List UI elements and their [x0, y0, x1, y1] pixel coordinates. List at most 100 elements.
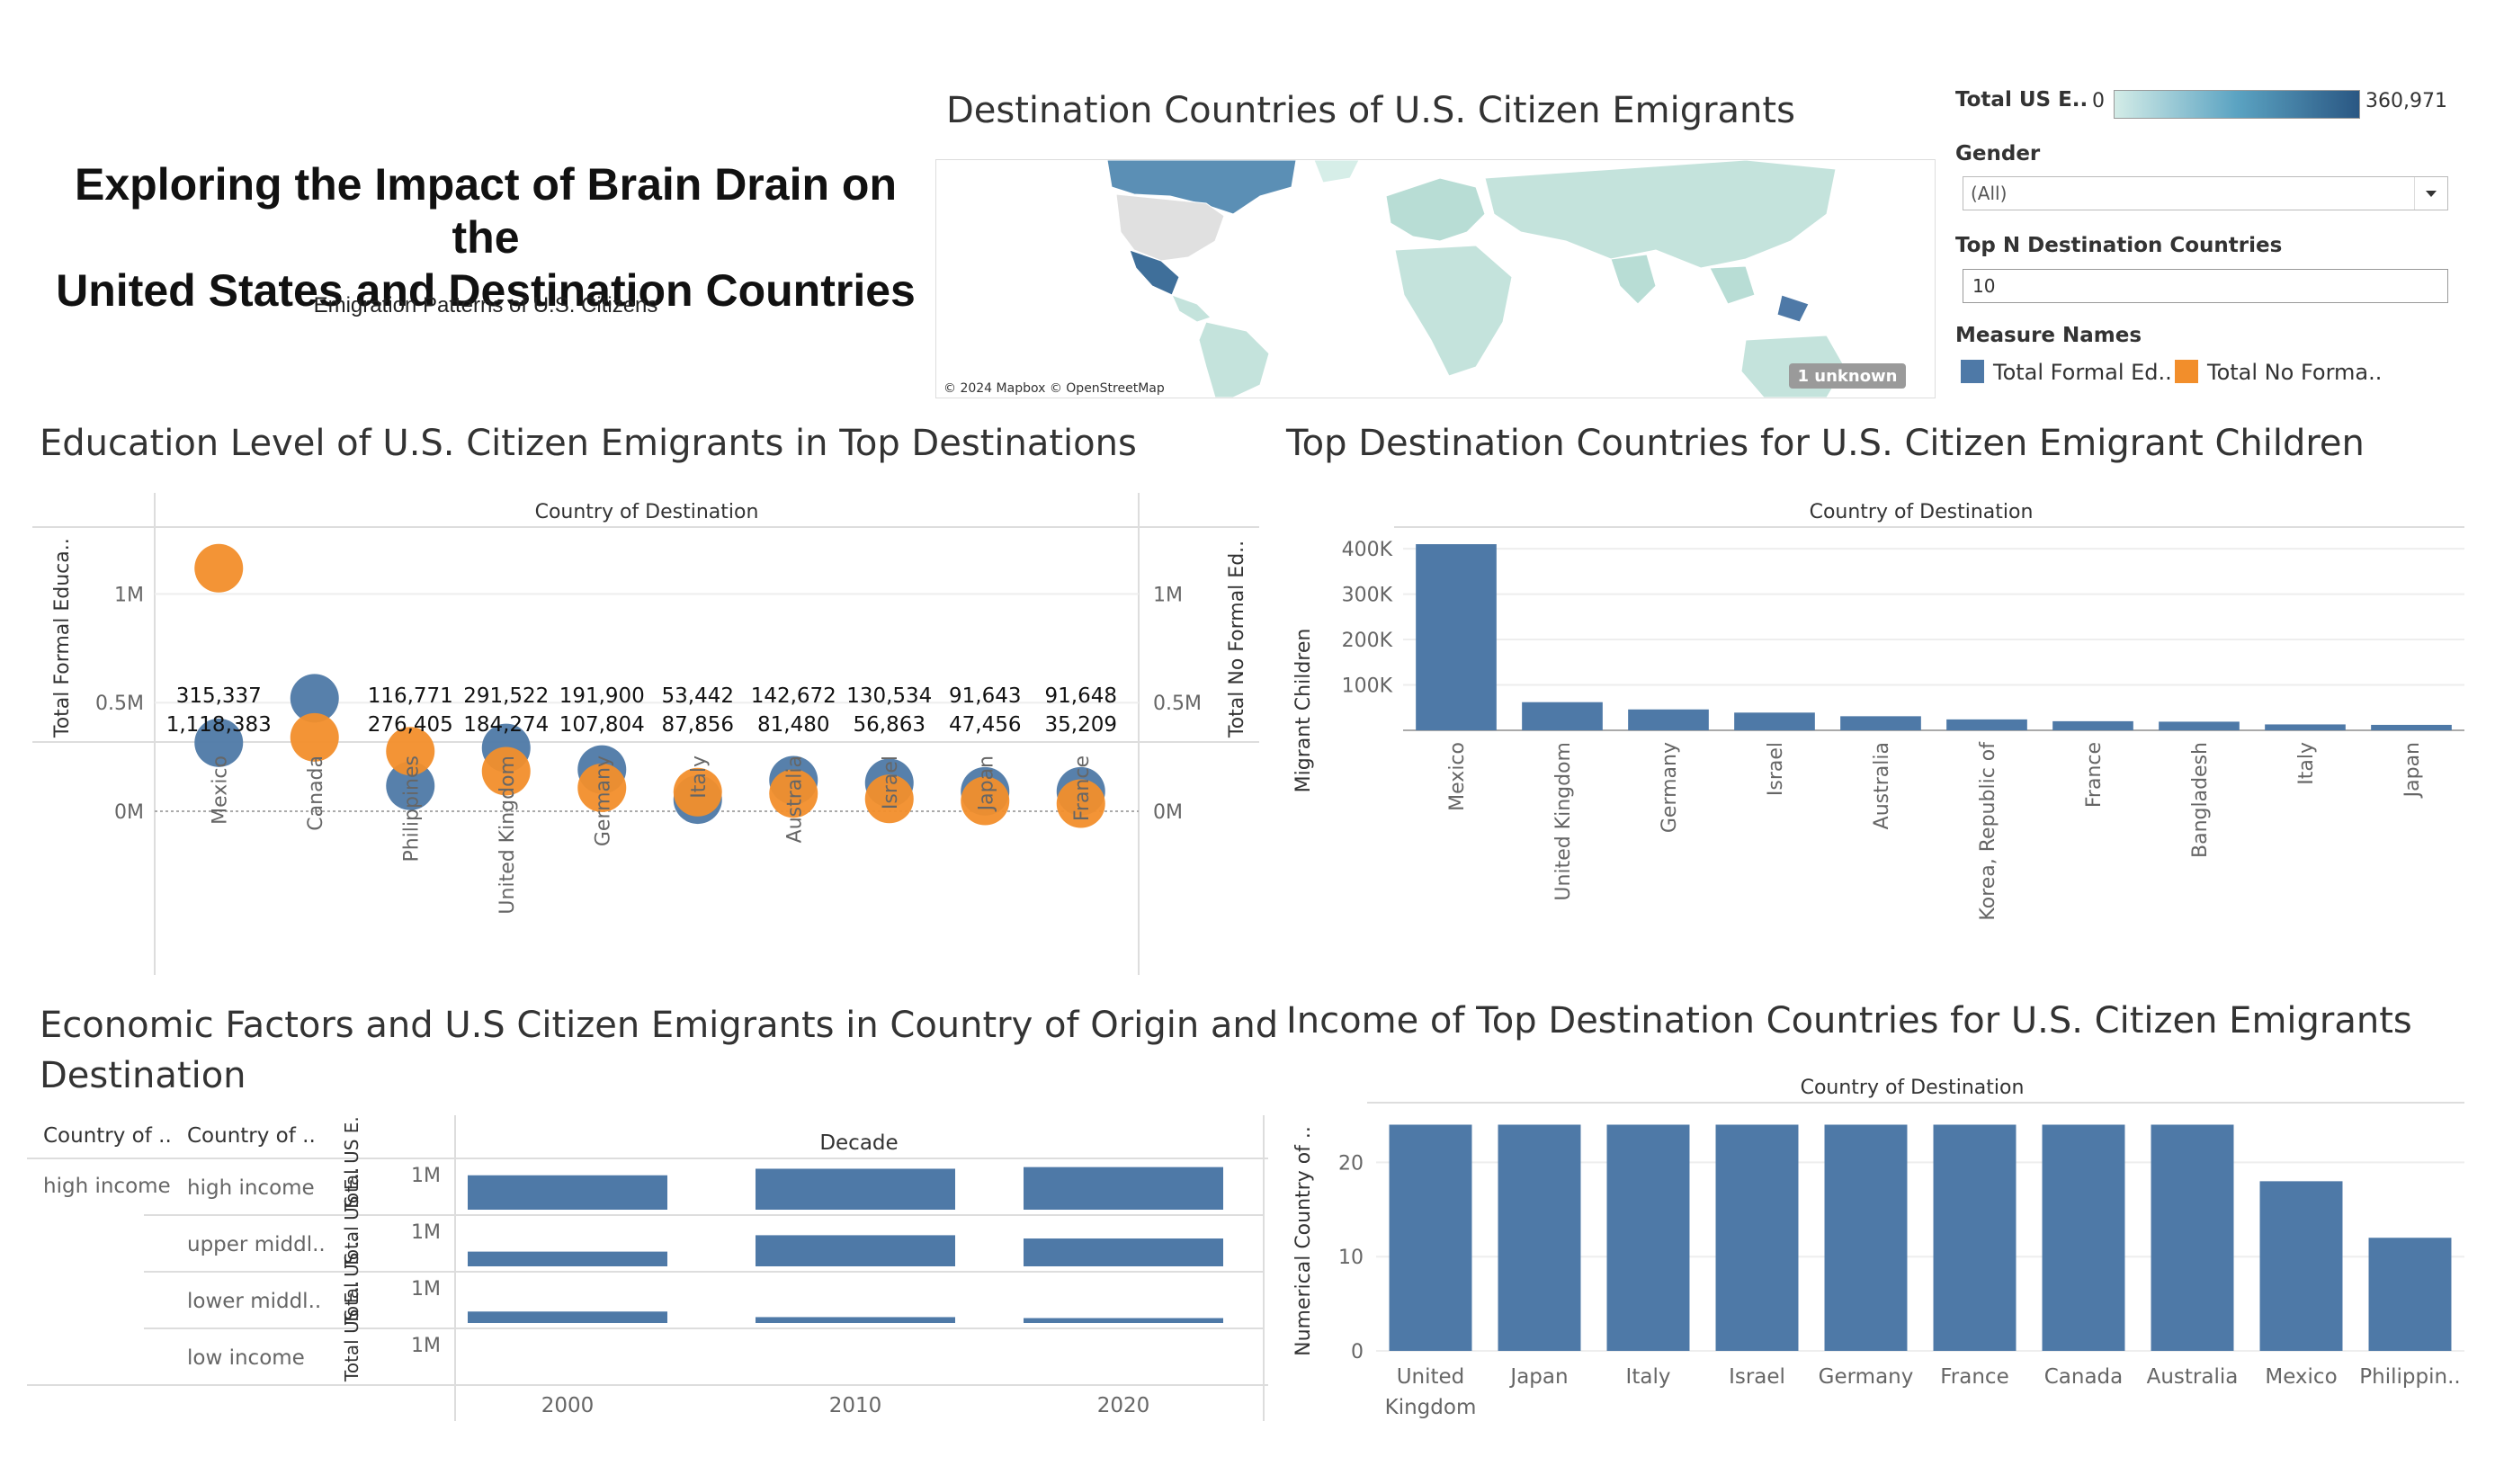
origin-income-cell: high income	[43, 1175, 171, 1198]
education-data-label-no-formal: 81,480	[757, 713, 829, 737]
map-attribution: © 2024 Mapbox © OpenStreetMap	[943, 381, 1165, 396]
income-bar	[1389, 1124, 1472, 1351]
children-bar	[2159, 721, 2240, 730]
choropleth-map[interactable]: © 2024 Mapbox © OpenStreetMap 1 unknown	[935, 159, 1936, 398]
children-bar	[1522, 702, 1603, 730]
education-category-label: Philippines	[400, 755, 423, 863]
income-y-tick: 0	[1351, 1341, 1364, 1363]
legend-swatch-formal[interactable]	[1961, 360, 1984, 383]
chevron-down-icon[interactable]	[2414, 177, 2447, 210]
economic-bar	[468, 1251, 667, 1266]
children-y-tick: 200K	[1342, 630, 1393, 652]
economic-col1-header: Country of ..	[43, 1124, 172, 1148]
income-category-label: Italy	[1626, 1365, 1671, 1389]
education-chart[interactable]: Country of Destination Total Formal Educ…	[0, 486, 1277, 989]
income-bar	[1933, 1124, 2017, 1351]
dashboard-title-line2: United States and Destination Countries	[56, 265, 916, 316]
income-y-tick: 10	[1338, 1247, 1364, 1269]
economic-bar	[1024, 1318, 1223, 1323]
legend-item-no-formal[interactable]: Total No Forma..	[2207, 360, 2383, 385]
education-category-label: Germany	[592, 755, 614, 846]
topn-input-value: 10	[1972, 275, 1996, 297]
children-category-label: Italy	[2295, 742, 2318, 785]
economic-bar	[1024, 1238, 1223, 1266]
children-category-label: Mexico	[1446, 742, 1469, 811]
education-data-label-formal: 191,900	[559, 684, 645, 708]
children-chart[interactable]: Country of Destination Migrant Children …	[1277, 486, 2482, 953]
education-category-label: Australia	[783, 755, 806, 843]
children-axis-title: Migrant Children	[1292, 629, 1315, 793]
education-point-no-formal	[194, 543, 244, 593]
color-legend-label: Total US E..	[1955, 88, 2088, 112]
economic-row-axis-title: Total US E..	[341, 1167, 362, 1269]
income-category-label: Germany	[1819, 1365, 1914, 1389]
decade-header: Decade	[819, 1131, 898, 1155]
education-right-tick: 1M	[1153, 584, 1183, 606]
education-right-tick: 0.5M	[1153, 693, 1202, 715]
education-point-formal	[386, 761, 435, 810]
education-data-label-no-formal: 276,405	[368, 713, 453, 737]
gender-dropdown-value: (All)	[1971, 183, 2008, 204]
children-bar	[2265, 724, 2346, 730]
children-category-label: Bangladesh	[2189, 742, 2212, 858]
children-category-label: France	[2083, 742, 2106, 808]
color-ramp	[2114, 90, 2360, 119]
children-category-label: Israel	[1765, 742, 1787, 796]
children-bar	[1734, 712, 1815, 730]
economic-row-label: low income	[187, 1346, 305, 1370]
income-y-tick: 20	[1338, 1152, 1364, 1175]
education-left-tick: 1M	[114, 584, 144, 606]
economic-row-tick: 1M	[411, 1335, 441, 1357]
income-bar	[1824, 1124, 1908, 1351]
income-axis-title: Numerical Country of ..	[1292, 1126, 1315, 1356]
economic-sheet-title: Economic Factors and U.S Citizen Emigran…	[40, 1000, 1278, 1101]
gender-dropdown[interactable]: (All)	[1963, 176, 2448, 210]
education-data-label-no-formal: 87,856	[662, 713, 734, 737]
education-left-tick: 0M	[114, 801, 144, 824]
income-bar	[1715, 1124, 1799, 1351]
education-left-axis-title: Total Formal Educa..	[51, 538, 74, 738]
legend-swatch-no-formal[interactable]	[2175, 360, 2198, 383]
income-bar	[1498, 1124, 1581, 1351]
education-category-label: France	[1071, 755, 1094, 821]
education-point-no-formal	[577, 763, 627, 812]
education-category-label: Japan	[975, 755, 997, 812]
education-point-no-formal	[673, 767, 722, 817]
economic-bar	[756, 1235, 955, 1266]
income-bar	[2368, 1238, 2452, 1351]
economic-chart[interactable]: Country of .. Country of .. Decade high …	[27, 1115, 1277, 1421]
unknown-badge[interactable]: 1 unknown	[1797, 367, 1897, 386]
dashboard-title: Exploring the Impact of Brain Drain on t…	[36, 158, 935, 317]
economic-row-label: lower middl..	[187, 1290, 321, 1313]
dashboard-subtitle: Emigration Patterns of U.S. Citizens	[313, 293, 658, 317]
education-data-label-formal: 142,672	[751, 684, 836, 708]
income-chart[interactable]: Country of Destination Numerical Country…	[1277, 1061, 2482, 1439]
economic-row-label: high income	[187, 1176, 315, 1200]
education-data-label-formal: 116,771	[368, 684, 453, 708]
children-y-tick: 100K	[1342, 675, 1393, 698]
economic-row-axis-title: Total US ..	[341, 1236, 362, 1326]
education-data-label-formal: 291,522	[463, 684, 549, 708]
education-data-label-formal: 53,442	[662, 684, 734, 708]
children-sheet-title: Top Destination Countries for U.S. Citiz…	[1286, 423, 2365, 464]
topn-input[interactable]: 10	[1963, 269, 2448, 303]
education-category-label: Canada	[305, 755, 327, 831]
education-point-no-formal	[864, 774, 914, 824]
color-legend-max: 360,971	[2365, 90, 2447, 112]
legend-item-formal[interactable]: Total Formal Ed..	[1993, 360, 2172, 385]
children-y-tick: 400K	[1342, 539, 1393, 561]
color-legend-min: 0	[2092, 90, 2105, 112]
economic-bar	[1024, 1167, 1223, 1210]
education-point-no-formal	[1056, 779, 1105, 828]
children-bar	[2052, 720, 2133, 730]
education-data-label-formal: 91,648	[1045, 684, 1117, 708]
children-category-label: Australia	[1871, 742, 1893, 829]
education-category-label: United Kingdom	[496, 755, 519, 915]
topn-param-label: Top N Destination Countries	[1955, 234, 2283, 257]
education-right-tick: 0M	[1153, 801, 1183, 824]
decade-label: 2020	[1097, 1394, 1150, 1417]
education-data-label-no-formal: 107,804	[559, 713, 645, 737]
education-column-header: Country of Destination	[535, 501, 759, 523]
income-bar	[2042, 1124, 2125, 1351]
children-bar	[1628, 709, 1709, 730]
